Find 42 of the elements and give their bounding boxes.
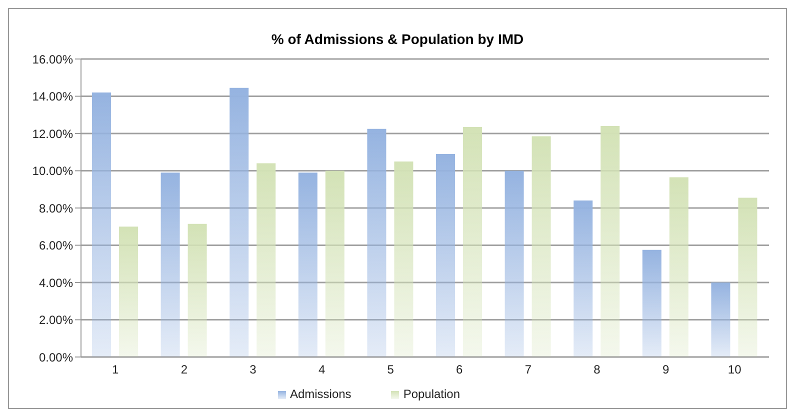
y-tick-label: 14.00% xyxy=(32,90,74,104)
bar xyxy=(463,126,482,357)
bar xyxy=(367,128,386,357)
x-tick-label: 10 xyxy=(728,362,742,377)
legend-label: Population xyxy=(403,387,460,401)
bar xyxy=(504,170,524,357)
bar xyxy=(230,88,249,357)
bar xyxy=(160,172,180,357)
x-tick-label: 3 xyxy=(250,362,257,377)
y-tick-label: 0.00% xyxy=(38,350,74,364)
y-tick-label: 16.00% xyxy=(32,52,74,66)
x-tick-label: 8 xyxy=(594,362,601,377)
x-tick-label: 1 xyxy=(112,362,120,377)
y-tick-label: 8.00% xyxy=(38,201,74,216)
bar xyxy=(711,282,730,357)
bar xyxy=(325,170,344,357)
bar xyxy=(738,198,758,357)
y-tick-label: 12.00% xyxy=(32,126,74,141)
x-tick-label: 4 xyxy=(318,362,326,377)
y-tick-label: 4.00% xyxy=(38,276,74,290)
y-tick-label: 2.00% xyxy=(38,313,74,328)
bar xyxy=(188,224,207,357)
legend-label: Admissions xyxy=(290,387,352,401)
y-tick-label: 6.00% xyxy=(38,238,74,253)
x-tick-label: 7 xyxy=(524,362,532,377)
x-tick-label: 9 xyxy=(662,362,670,377)
bar xyxy=(298,172,318,357)
x-tick-label: 2 xyxy=(180,362,188,377)
bar xyxy=(600,126,620,357)
bar xyxy=(669,177,688,357)
bar xyxy=(532,136,551,357)
bar xyxy=(119,226,138,357)
x-tick-label: 6 xyxy=(456,362,464,377)
bar xyxy=(256,163,276,357)
bar xyxy=(642,250,662,357)
bar xyxy=(394,161,414,357)
bar xyxy=(436,154,456,357)
bar xyxy=(92,92,112,357)
x-tick-label: 5 xyxy=(387,362,394,377)
bar xyxy=(574,200,593,357)
chart-title: % of Admissions & Population by IMD xyxy=(270,30,525,49)
y-tick-label: 10.00% xyxy=(32,164,74,178)
